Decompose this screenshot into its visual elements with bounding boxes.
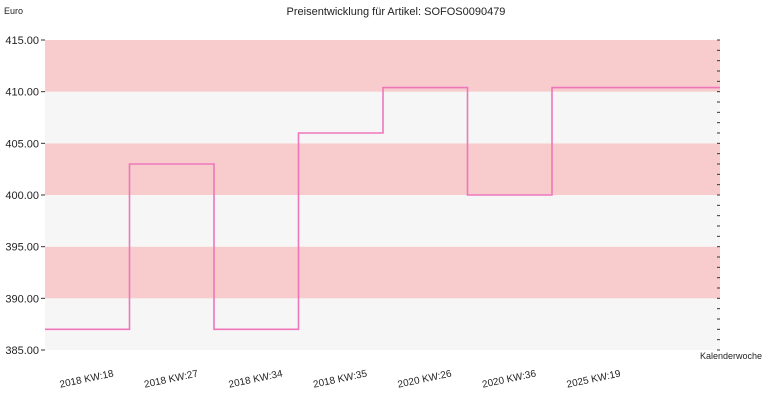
y-axis-ticks: 385.00 390.00 395.00 400.00 405.00 410.00 415.… <box>5 35 45 357</box>
chart-title: Preisentwicklung für Artikel: SOFOS00904… <box>287 6 506 18</box>
price-series-line <box>45 86 720 331</box>
y-tick-label: 390.00 <box>5 293 39 305</box>
plot-band <box>45 195 720 247</box>
y-tick-label: 415.00 <box>5 35 39 47</box>
x-tick-label: 2020 KW:36 <box>481 368 537 390</box>
y-tick-label: 400.00 <box>5 190 39 202</box>
y-tick-label: 385.00 <box>5 345 39 357</box>
y-tick-label: 410.00 <box>5 87 39 99</box>
x-tick-label: 2020 KW:26 <box>397 368 453 390</box>
right-axis-minor-ticks <box>717 39 720 351</box>
plot-band <box>45 298 720 350</box>
x-tick-label: 2018 KW:34 <box>228 368 284 390</box>
plot-bands <box>45 40 720 350</box>
x-axis-ticks: 2018 KW:18 2018 KW:27 2018 KW:34 2018 KW:35… <box>59 368 622 390</box>
x-tick-label: 2018 KW:27 <box>143 368 199 390</box>
y-tick-label: 405.00 <box>5 138 39 150</box>
x-tick-label: 2025 KW:19 <box>566 368 622 390</box>
plot-band <box>45 40 720 92</box>
y-tick-label: 395.00 <box>5 242 39 254</box>
plot-band <box>45 143 720 195</box>
x-tick-label: 2018 KW:35 <box>312 368 368 390</box>
x-axis-label: Kalenderwoche <box>700 351 762 361</box>
y-axis-label: Euro <box>4 6 23 16</box>
plot-band <box>45 246 720 299</box>
x-tick-label: 2018 KW:18 <box>59 368 115 390</box>
